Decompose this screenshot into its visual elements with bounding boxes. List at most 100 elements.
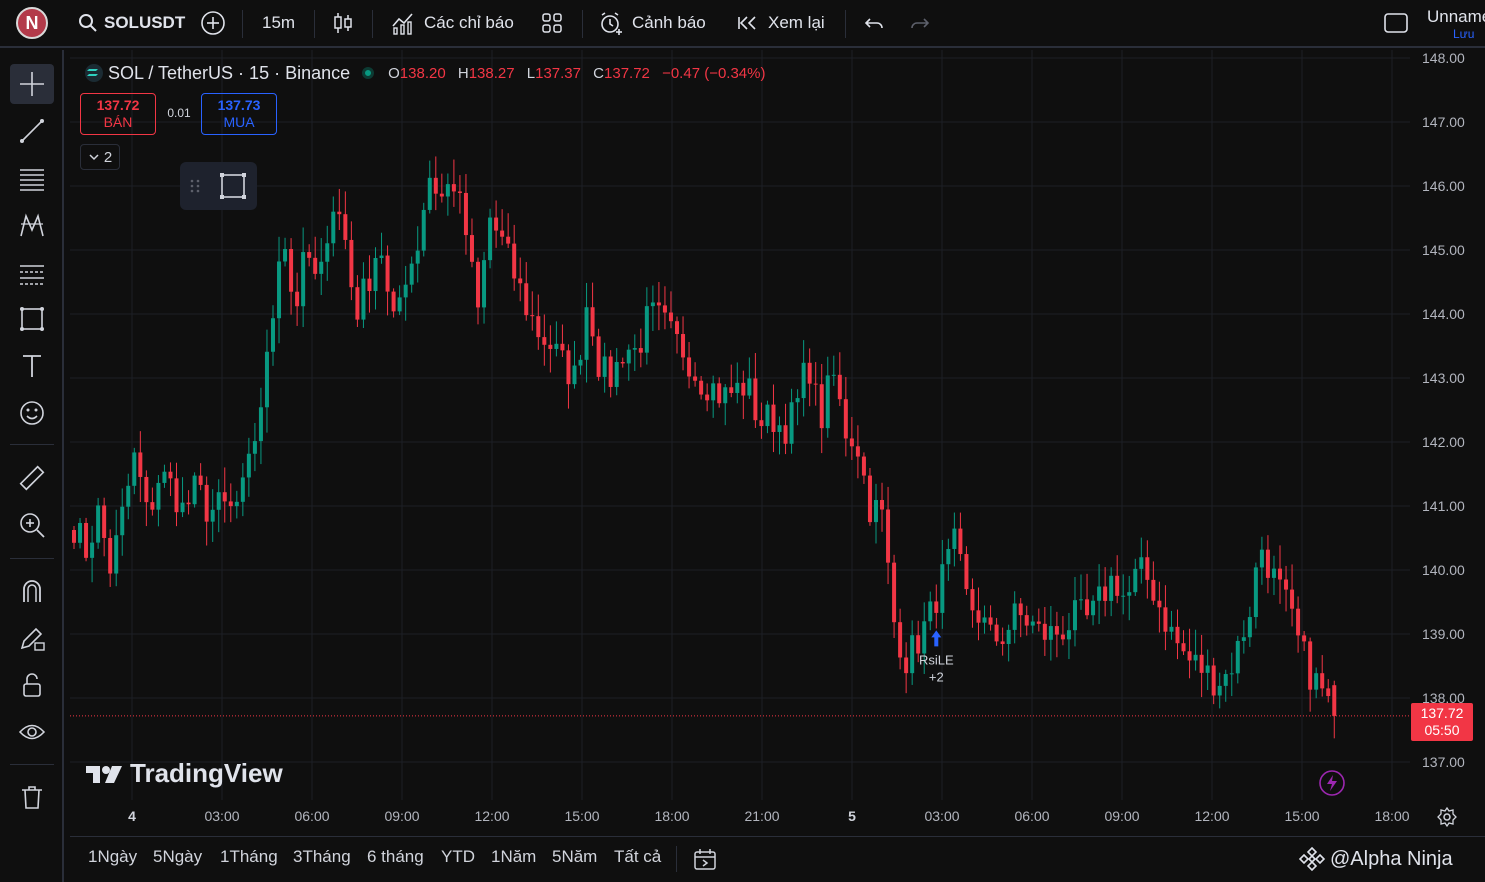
candle-body [228, 501, 233, 507]
candle-body [427, 177, 432, 210]
zoom-tool[interactable] [10, 505, 54, 545]
chart-type-button[interactable] [330, 0, 356, 46]
candle [795, 389, 800, 426]
price-axis[interactable]: 148.00 147.00 146.00 145.00 144.00 143.00 142.… [1410, 50, 1485, 834]
candle [1060, 616, 1065, 646]
candle [391, 288, 396, 318]
fullscreen-button[interactable] [1382, 0, 1410, 46]
settings-gear-icon[interactable] [1436, 806, 1458, 828]
range-6m[interactable]: 6 tháng [367, 847, 424, 866]
candle-body [1157, 600, 1162, 608]
sell-button[interactable]: 137.72 BÁN [80, 93, 156, 135]
range-all[interactable]: Tất cả [614, 847, 662, 866]
candle [976, 587, 981, 641]
candle [168, 462, 173, 497]
buy-button[interactable]: 137.73 MUA [201, 93, 277, 135]
measure-tool[interactable] [10, 458, 54, 498]
indicators-button[interactable]: Các chỉ báo [390, 0, 514, 46]
prediction-tool[interactable] [10, 252, 54, 292]
add-circle-icon [201, 11, 225, 35]
range-1y[interactable]: 1Năm [491, 847, 537, 866]
candle [313, 236, 318, 280]
candle-body [1235, 640, 1240, 674]
pattern-tool[interactable] [10, 205, 54, 245]
candle-body [982, 617, 987, 623]
compare-symbol-button[interactable] [200, 0, 226, 46]
candle-body [656, 302, 661, 306]
price-tick-label: 148.00 [1422, 50, 1465, 66]
crosshair-tool[interactable] [10, 64, 54, 104]
indicators-collapse-button[interactable]: 2 [80, 144, 120, 170]
candle-body [662, 305, 667, 313]
candle-body [283, 249, 288, 262]
candle-body [572, 365, 577, 385]
spread-value: 0.01 [167, 106, 191, 120]
goto-date-icon[interactable] [692, 847, 718, 873]
symbol-search-button[interactable]: SOLUSDT [78, 0, 185, 46]
interval-button[interactable]: 15m [262, 13, 296, 32]
candle [662, 286, 667, 330]
candle-body [711, 383, 716, 401]
lock-drawings-tool[interactable] [10, 665, 54, 705]
bottom-toolbar: 1Ngày 5Ngày 1Tháng 3Tháng 6 tháng YTD 1N… [70, 836, 1485, 882]
candle [78, 518, 83, 549]
range-1d[interactable]: 1Ngày [88, 847, 138, 866]
top-toolbar: N SOLUSDT 15m Các chỉ báo Cảnh báo Xem l… [0, 0, 1485, 48]
floating-drawing-toolbar [180, 162, 257, 210]
candle [1193, 629, 1198, 671]
undo-button[interactable] [862, 0, 886, 46]
range-5d[interactable]: 5Ngày [153, 847, 203, 866]
candle-body [270, 318, 275, 352]
candle [886, 486, 891, 585]
trend-line-tool[interactable] [10, 111, 54, 151]
candle [711, 375, 716, 418]
emoji-tool[interactable] [10, 393, 54, 433]
fib-tool[interactable] [10, 158, 54, 198]
stay-in-drawing-tool[interactable] [10, 618, 54, 658]
range-ytd[interactable]: YTD [441, 847, 475, 866]
shape-tool[interactable] [10, 299, 54, 339]
candle-body [699, 380, 704, 395]
change-value: −0.47 (−0.34%) [662, 64, 766, 82]
magnet-tool[interactable] [10, 571, 54, 611]
replay-button[interactable]: Xem lại [736, 0, 825, 46]
candle-body [1265, 549, 1270, 578]
layout-name[interactable]: Unnamed [1427, 7, 1485, 26]
templates-button[interactable] [540, 0, 564, 46]
drag-handle-icon[interactable] [188, 176, 202, 196]
symbol-title[interactable]: SOL / TetherUS · 15 · Binance [108, 62, 351, 83]
candle [813, 362, 818, 406]
candle [988, 605, 993, 631]
redo-button[interactable] [908, 0, 932, 46]
candle-body [385, 255, 390, 292]
text-tool[interactable] [10, 346, 54, 386]
candle [554, 321, 559, 357]
candle [102, 497, 107, 557]
save-label[interactable]: Lưu [1453, 27, 1475, 41]
candle-body [632, 348, 637, 350]
candle-body [409, 263, 414, 285]
user-avatar[interactable]: N [16, 7, 48, 39]
candle-body [1296, 608, 1301, 636]
candle [1271, 555, 1276, 596]
candle [373, 247, 378, 310]
remove-drawings-tool[interactable] [10, 777, 54, 817]
strategy-entry-arrow[interactable] [931, 630, 942, 647]
hide-drawings-tool[interactable] [10, 712, 54, 752]
candle-body [289, 249, 294, 292]
price-tick-label: 139.00 [1422, 626, 1465, 642]
candle-body [970, 589, 975, 611]
alerts-button[interactable]: Cảnh báo [598, 0, 706, 46]
candle-body [463, 192, 468, 236]
rectangle-select-icon[interactable] [218, 171, 248, 201]
candle [204, 476, 209, 546]
lightning-icon[interactable] [1318, 769, 1346, 797]
alarm-clock-icon [601, 12, 622, 35]
candlestick-chart[interactable]: RsiLE +2 [70, 50, 1410, 834]
binance-logo-icon [1298, 846, 1326, 872]
range-5y[interactable]: 5Năm [552, 847, 598, 866]
candle-body [1133, 568, 1138, 593]
range-3m[interactable]: 3Tháng [293, 847, 351, 866]
candle-body [566, 350, 571, 385]
range-1m[interactable]: 1Tháng [220, 847, 278, 866]
